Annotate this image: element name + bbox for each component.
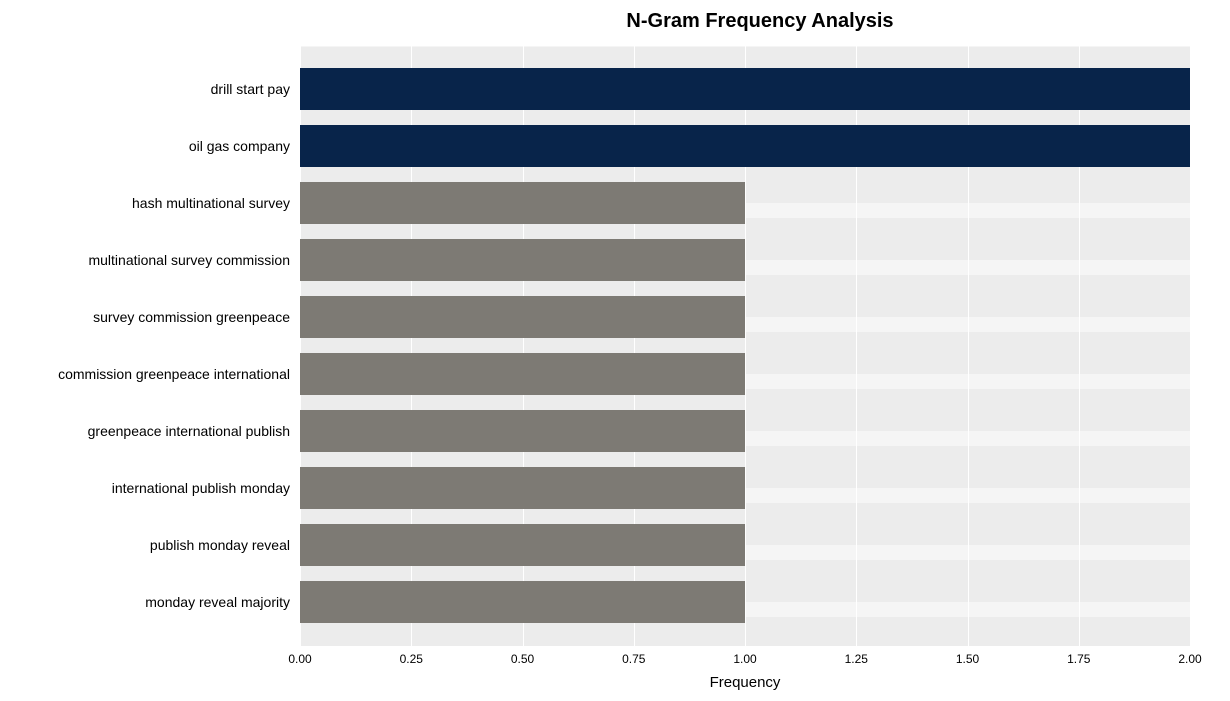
x-tick-label: 0.50 [511, 652, 534, 666]
y-tick-label: monday reveal majority [10, 595, 290, 609]
chart-title: N-Gram Frequency Analysis [10, 10, 1220, 33]
bar [300, 125, 1190, 167]
x-axis-label: Frequency [710, 674, 781, 691]
y-tick-label: international publish monday [10, 481, 290, 495]
y-tick-label: greenpeace international publish [10, 424, 290, 438]
bar [300, 467, 745, 509]
bar [300, 524, 745, 566]
ngram-chart: N-Gram Frequency Analysis Frequency dril… [10, 10, 1220, 690]
y-tick-label: commission greenpeace international [10, 367, 290, 381]
x-tick-label: 0.00 [288, 652, 311, 666]
bar [300, 410, 745, 452]
x-tick-label: 1.25 [845, 652, 868, 666]
y-tick-label: publish monday reveal [10, 538, 290, 552]
plot-area [300, 46, 1190, 646]
y-tick-label: survey commission greenpeace [10, 310, 290, 324]
x-tick-label: 1.50 [956, 652, 979, 666]
bar [300, 296, 745, 338]
bar [300, 68, 1190, 110]
y-tick-label: oil gas company [10, 139, 290, 153]
x-tick-label: 0.25 [400, 652, 423, 666]
bar [300, 239, 745, 281]
bar [300, 182, 745, 224]
x-tick-label: 2.00 [1178, 652, 1201, 666]
y-tick-label: hash multinational survey [10, 196, 290, 210]
y-tick-label: drill start pay [10, 82, 290, 96]
bar [300, 353, 745, 395]
y-tick-label: multinational survey commission [10, 253, 290, 267]
bar [300, 581, 745, 623]
x-tick-label: 1.75 [1067, 652, 1090, 666]
x-tick-label: 1.00 [733, 652, 756, 666]
grid-line [1190, 46, 1191, 646]
x-tick-label: 0.75 [622, 652, 645, 666]
